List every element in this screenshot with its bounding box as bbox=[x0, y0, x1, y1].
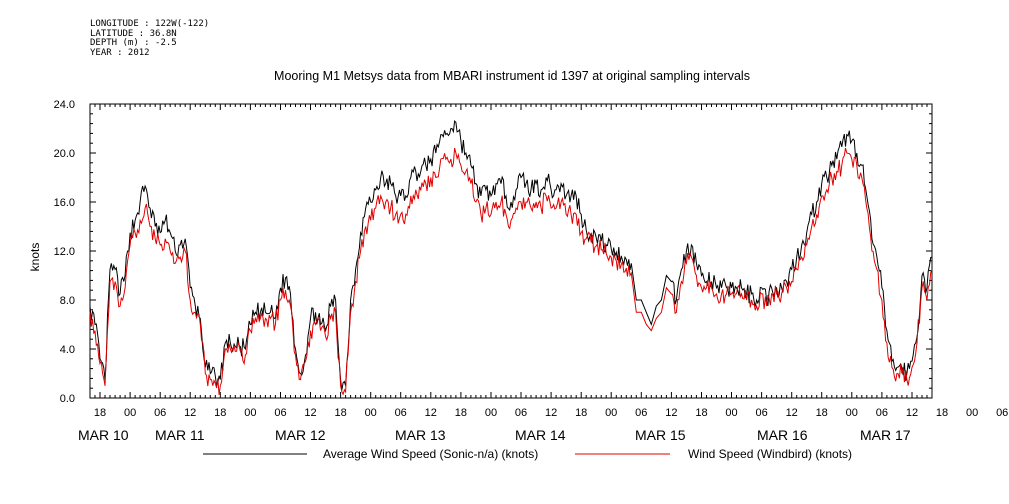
x-day-label: MAR 15 bbox=[635, 427, 686, 443]
series-line-windbird bbox=[89, 147, 933, 396]
x-hour-label: 06 bbox=[876, 407, 888, 419]
axis-labels: 0.0 4.0 8.0 12.0 16.0 20.0 24.0 18 00 06 12 18 00 06 1… bbox=[54, 99, 1009, 443]
plot-frame bbox=[89, 103, 933, 399]
depth-label: DEPTH (m) : -2.5 bbox=[90, 38, 177, 49]
x-hour-label: 18 bbox=[936, 407, 948, 419]
x-day-label: MAR 10 bbox=[78, 427, 129, 443]
x-hour-label: 12 bbox=[425, 407, 437, 419]
y-axis-label: knots bbox=[28, 243, 42, 272]
series-line-sonic bbox=[89, 120, 933, 391]
longitude-label: LONGITUDE : 122W(-122) bbox=[90, 19, 210, 29]
x-hour-label: 12 bbox=[786, 407, 798, 419]
y-tick-label: 8.0 bbox=[60, 295, 75, 307]
x-hour-label: 00 bbox=[725, 407, 737, 419]
x-hour-label: 06 bbox=[515, 407, 527, 419]
x-hour-label: 06 bbox=[274, 407, 286, 419]
x-hour-label: 06 bbox=[154, 407, 166, 419]
x-hour-label: 00 bbox=[485, 407, 497, 419]
y-tick-label: 20.0 bbox=[54, 148, 75, 160]
legend: Average Wind Speed (Sonic-n/a) (knots) W… bbox=[203, 447, 852, 461]
x-hour-label: 00 bbox=[966, 407, 978, 419]
x-hour-label: 00 bbox=[605, 407, 617, 419]
x-hour-label: 18 bbox=[94, 407, 106, 419]
legend-label-sonic: Average Wind Speed (Sonic-n/a) (knots) bbox=[323, 447, 538, 461]
x-day-label: MAR 13 bbox=[395, 427, 446, 443]
y-tick-label: 12.0 bbox=[54, 246, 75, 258]
x-hour-label: 12 bbox=[545, 407, 557, 419]
x-hour-label: 06 bbox=[395, 407, 407, 419]
y-tick-label: 24.0 bbox=[54, 99, 75, 111]
x-hour-label: 18 bbox=[334, 407, 346, 419]
x-hour-label: 12 bbox=[665, 407, 677, 419]
x-hour-label: 12 bbox=[304, 407, 316, 419]
x-hour-label: 18 bbox=[816, 407, 828, 419]
latitude-label: LATITUDE : 36.8N bbox=[90, 28, 177, 39]
y-tick-label: 0.0 bbox=[60, 393, 75, 405]
x-hour-label: 18 bbox=[214, 407, 226, 419]
x-day-label: MAR 17 bbox=[860, 427, 911, 443]
series-lines bbox=[89, 120, 933, 396]
x-day-label: MAR 16 bbox=[757, 427, 808, 443]
x-hour-label: 12 bbox=[184, 407, 196, 419]
x-hour-label: 18 bbox=[695, 407, 707, 419]
x-hour-label: 00 bbox=[365, 407, 377, 419]
year-label: YEAR : 2012 bbox=[90, 47, 150, 58]
x-hour-label: 06 bbox=[635, 407, 647, 419]
x-day-label: MAR 12 bbox=[275, 427, 326, 443]
x-day-label: MAR 11 bbox=[155, 427, 205, 443]
axis-ticks bbox=[89, 103, 933, 399]
chart-title: Mooring M1 Metsys data from MBARI instru… bbox=[274, 69, 750, 83]
legend-label-windbird: Wind Speed (Windbird) (knots) bbox=[688, 447, 852, 461]
x-day-label: MAR 14 bbox=[515, 427, 566, 443]
y-tick-label: 4.0 bbox=[60, 344, 75, 356]
x-hour-label: 06 bbox=[996, 407, 1008, 419]
x-hour-label: 06 bbox=[755, 407, 767, 419]
x-hour-label: 18 bbox=[575, 407, 587, 419]
x-hour-label: 18 bbox=[455, 407, 467, 419]
x-hour-label: 00 bbox=[124, 407, 136, 419]
y-tick-label: 16.0 bbox=[54, 197, 75, 209]
x-hour-label: 12 bbox=[906, 407, 918, 419]
x-hour-label: 00 bbox=[846, 407, 858, 419]
metadata-block: LONGITUDE : 122W(-122) LATITUDE : 36.8N … bbox=[90, 19, 210, 58]
x-hour-label: 00 bbox=[244, 407, 256, 419]
